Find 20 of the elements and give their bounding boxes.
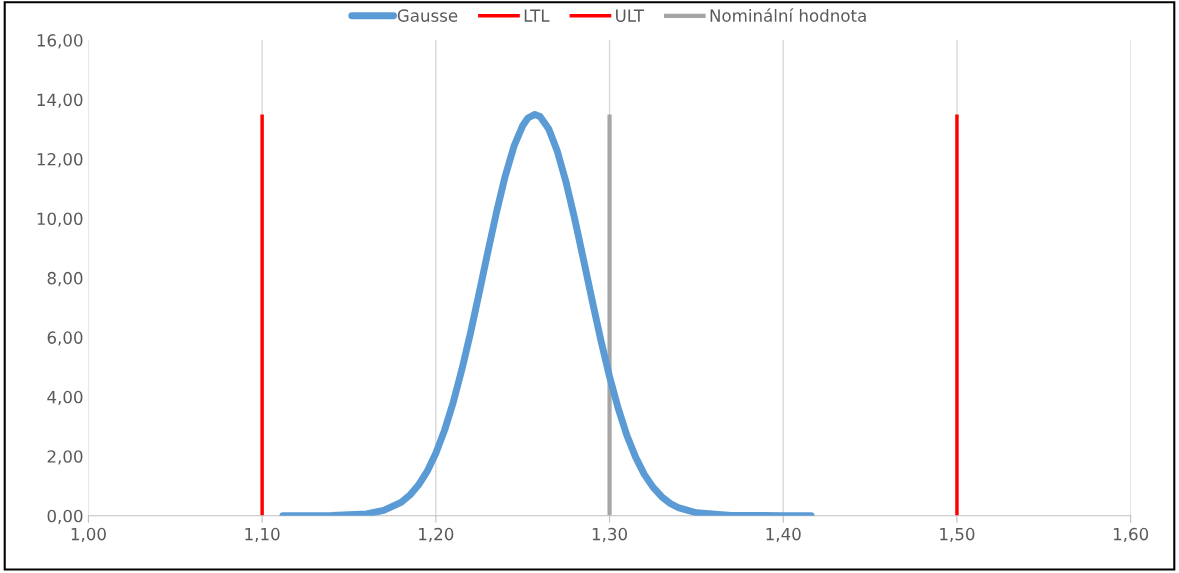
y-tick-label: 10,00 (37, 212, 83, 227)
y-tick-label: 8,00 (47, 271, 83, 287)
legend-label: Nominální hodnota (710, 8, 866, 22)
legend-label: ULT (616, 9, 645, 22)
y-tick-label: 14,00 (37, 93, 83, 108)
x-tick-label: 1,60 (1113, 527, 1149, 543)
x-tick-label: 1,40 (766, 527, 801, 543)
y-tick-label: 2,00 (47, 450, 83, 465)
x-tick-label: 1,00 (71, 527, 106, 543)
legend-label: LTL (524, 9, 550, 22)
x-tick-label: 1,20 (419, 527, 454, 543)
x-tick-label: 1,30 (592, 527, 627, 543)
x-tick-label: 1,50 (940, 527, 975, 543)
x-tick-label: 1,10 (245, 527, 280, 543)
y-tick-label: 0,00 (47, 509, 83, 524)
y-tick-label: 12,00 (37, 152, 83, 168)
y-tick-label: 16,00 (37, 34, 83, 49)
y-tick-label: 4,00 (47, 390, 83, 406)
y-tick-label: 6,00 (47, 331, 83, 346)
legend-label: Gausse (397, 9, 458, 22)
